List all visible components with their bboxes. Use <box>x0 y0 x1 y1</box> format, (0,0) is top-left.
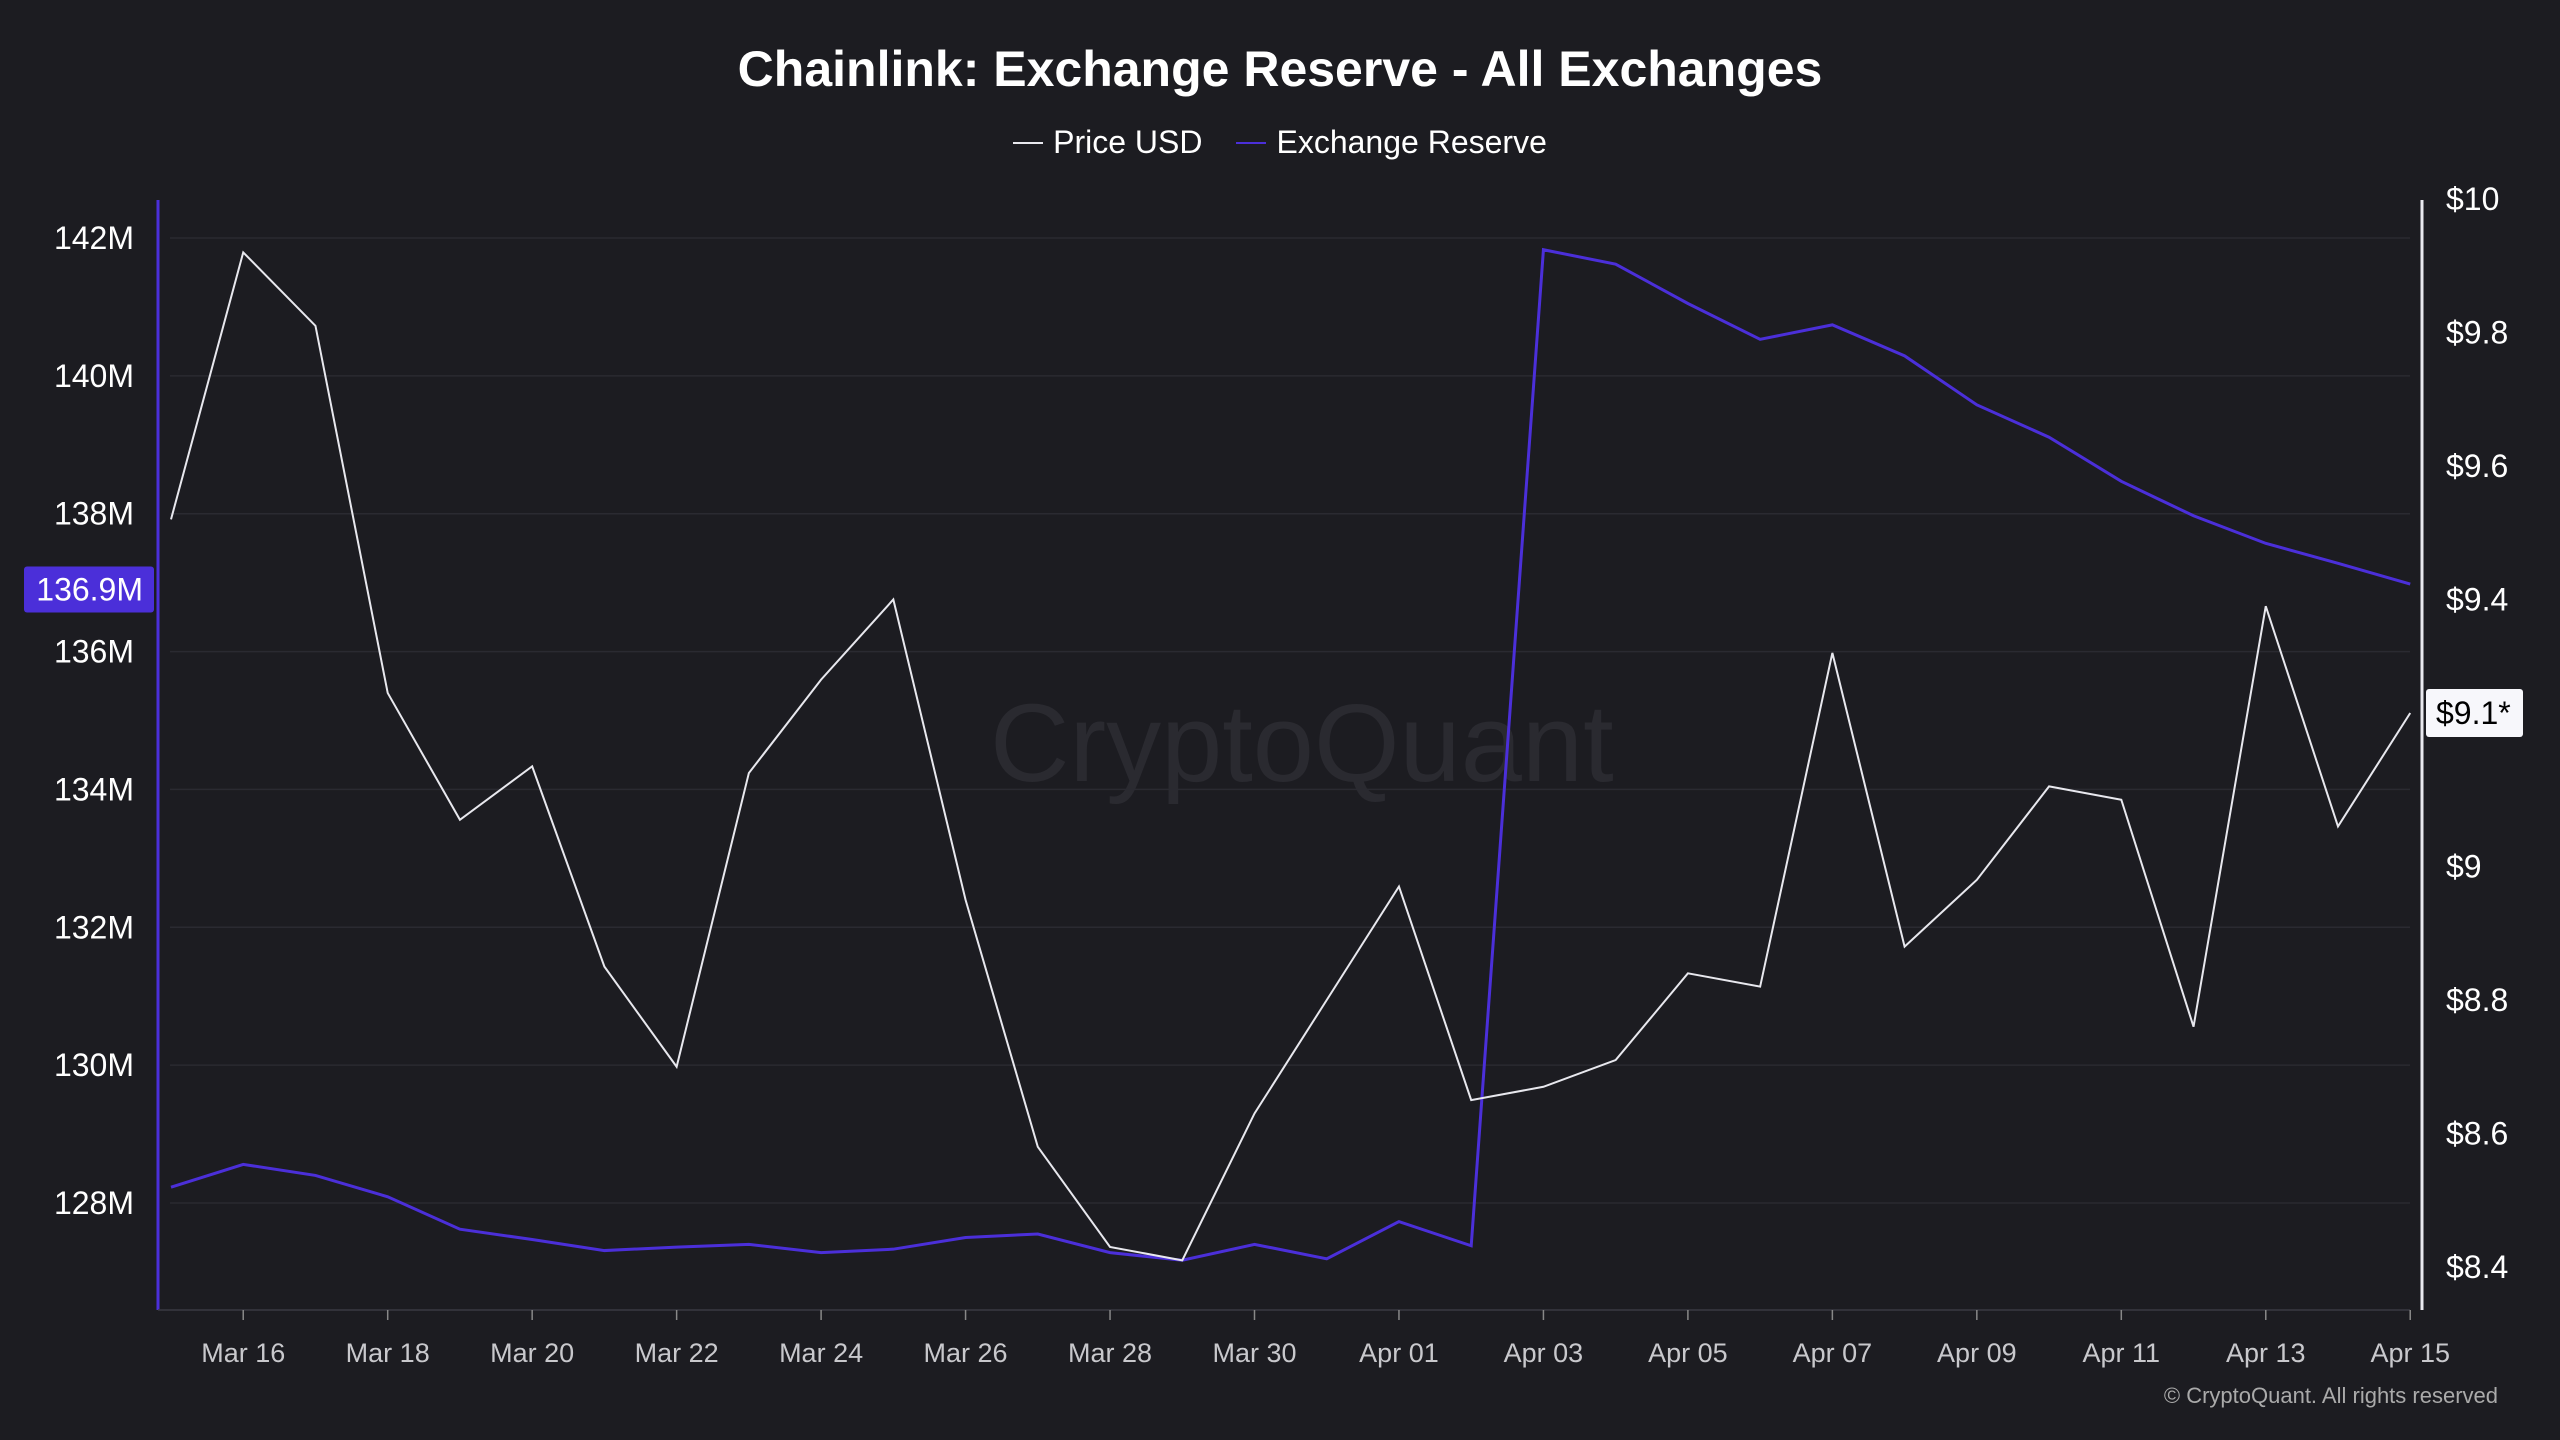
legend-swatch-reserve <box>1236 141 1267 144</box>
x-tick-label: Apr 15 <box>2370 1338 2450 1368</box>
x-tick-label: Mar 20 <box>490 1338 574 1368</box>
right-tick-label: $8.6 <box>2446 1116 2508 1152</box>
x-tick-label: Mar 16 <box>201 1338 285 1368</box>
x-tick-label: Mar 18 <box>346 1338 430 1368</box>
legend-item-price[interactable]: Price USD <box>1013 124 1202 161</box>
x-tick-label: Apr 11 <box>2083 1338 2161 1368</box>
x-tick-label: Apr 01 <box>1359 1338 1439 1368</box>
x-tick-label: Mar 28 <box>1068 1338 1152 1368</box>
right-tick-label: $9.4 <box>2446 582 2508 618</box>
right-tick-label: $9.8 <box>2446 315 2508 351</box>
x-tick-label: Mar 22 <box>635 1338 719 1368</box>
chart-title: Chainlink: Exchange Reserve - All Exchan… <box>737 41 1823 97</box>
current-reserve-label: 136.9M <box>36 572 143 608</box>
left-tick-label: 138M <box>54 496 134 532</box>
x-tick-label: Apr 03 <box>1504 1338 1584 1368</box>
left-tick-label: 136M <box>54 634 134 670</box>
left-tick-label: 130M <box>54 1047 134 1083</box>
current-price-label: $9.1* <box>2436 695 2511 731</box>
x-tick-label: Mar 24 <box>779 1338 863 1368</box>
current-reserve-badge <box>24 566 154 613</box>
left-tick-label: 128M <box>54 1185 134 1221</box>
left-tick-label: 132M <box>54 909 134 945</box>
right-tick-label: $10 <box>2446 181 2499 217</box>
legend-swatch-price <box>1013 141 1044 144</box>
right-tick-label: $9.6 <box>2446 448 2508 484</box>
legend-label-reserve: Exchange Reserve <box>1276 124 1547 160</box>
x-tick-label: Apr 13 <box>2226 1338 2306 1368</box>
x-tick-label: Mar 30 <box>1212 1338 1296 1368</box>
legend-label-price: Price USD <box>1053 124 1203 160</box>
copyright: © CryptoQuant. All rights reserved <box>2163 1383 2498 1408</box>
current-price-badge <box>2426 688 2523 737</box>
x-tick-label: Mar 26 <box>924 1338 1008 1368</box>
right-tick-label: $8.4 <box>2446 1249 2508 1285</box>
left-tick-label: 134M <box>54 771 134 807</box>
x-tick-label: Apr 05 <box>1648 1338 1728 1368</box>
price-line <box>170 250 2412 1262</box>
left-tick-label: 142M <box>54 220 134 256</box>
x-tick-label: Apr 07 <box>1793 1338 1873 1368</box>
right-tick-label: $9 <box>2446 849 2482 885</box>
right-tick-label: $8.8 <box>2446 982 2508 1018</box>
reserve-line <box>170 247 2411 1262</box>
left-tick-label: 140M <box>54 358 134 394</box>
x-tick-label: Apr 09 <box>1937 1338 2017 1368</box>
legend-item-reserve[interactable]: Exchange Reserve <box>1236 124 1547 161</box>
legend: Price USD Exchange Reserve <box>0 124 2560 161</box>
